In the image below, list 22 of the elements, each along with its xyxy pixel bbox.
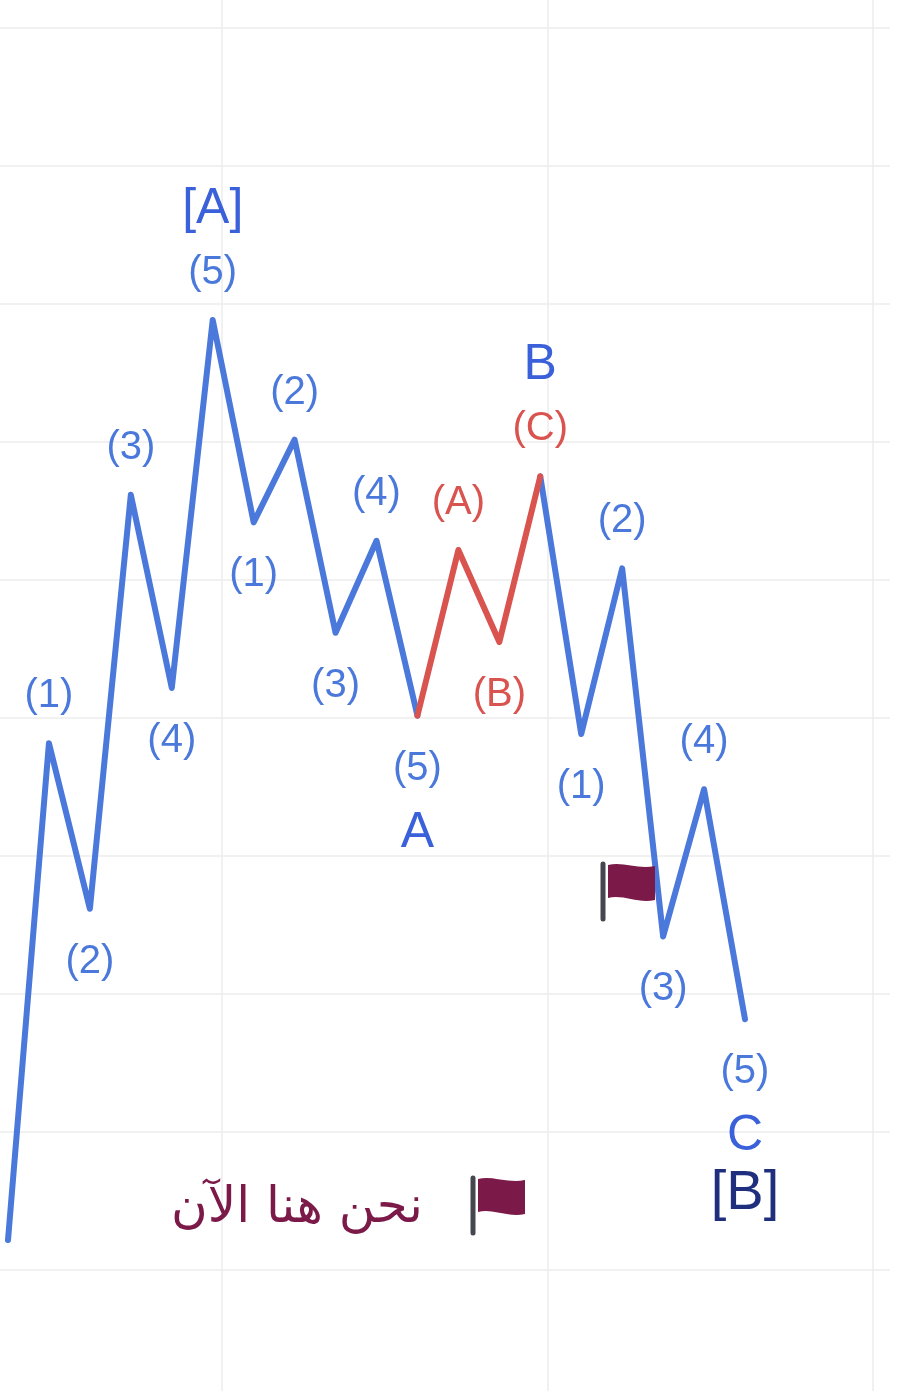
- annotation: (C): [512, 404, 569, 449]
- annotation: (4): [679, 717, 729, 762]
- annotation: (1): [229, 550, 279, 595]
- annotation: B: [523, 334, 557, 391]
- annotation: A: [400, 801, 435, 858]
- annotation: (1): [24, 671, 74, 716]
- annotation: (A): [431, 478, 486, 522]
- annotation: (4): [147, 716, 197, 760]
- annotation: نحن هنا الآن: [171, 1176, 423, 1234]
- annotation: (1): [556, 762, 606, 806]
- annotation: (2): [597, 496, 647, 541]
- annotation: (3): [106, 422, 156, 467]
- annotation: [A]: [182, 178, 244, 234]
- annotation: (5): [720, 1047, 770, 1092]
- annotation: (2): [65, 936, 115, 981]
- annotation: (5): [392, 743, 442, 788]
- annotation: (3): [311, 660, 361, 705]
- annotation: (2): [270, 367, 320, 412]
- annotation: (3): [638, 964, 688, 1009]
- annotation: (4): [352, 468, 401, 513]
- annotation: (5): [188, 248, 238, 292]
- annotation: (B): [472, 670, 526, 714]
